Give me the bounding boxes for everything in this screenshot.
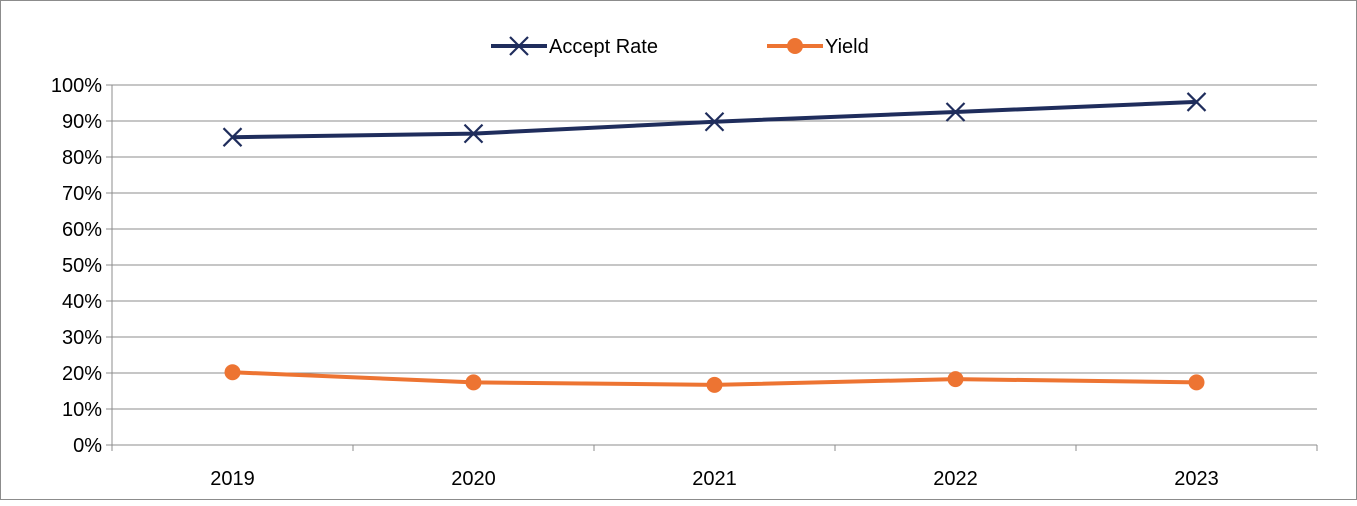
data-point — [222, 127, 243, 147]
legend-label: Accept Rate — [549, 36, 658, 58]
y-tick-label: 30% — [62, 327, 102, 349]
y-tick-label: 50% — [62, 255, 102, 277]
legend: Accept Rate Yield — [491, 36, 869, 58]
y-tick-label: 70% — [62, 183, 102, 205]
x-tick-label: 2020 — [451, 468, 496, 490]
y-axis-ticks: 0% 10% 20% 30% 40% 50% 60% 70% 80% 90% 100% — [51, 75, 112, 457]
gridlines — [112, 84, 1317, 410]
series-group — [222, 92, 1207, 393]
x-tick-label: 2021 — [692, 468, 737, 490]
data-point — [463, 123, 484, 144]
y-tick-label: 0% — [73, 435, 102, 457]
data-point — [947, 371, 964, 388]
legend-item: Accept Rate — [491, 36, 658, 58]
y-tick-label: 10% — [62, 399, 102, 421]
x-axis-ticks: 2019 2020 2021 2022 2023 — [111, 445, 1318, 490]
data-point — [945, 102, 966, 122]
y-tick-label: 100% — [51, 75, 102, 97]
data-point — [224, 364, 241, 381]
y-tick-label: 90% — [62, 111, 102, 133]
data-point — [1186, 92, 1207, 112]
legend-label: Yield — [825, 36, 869, 58]
legend-marker — [787, 38, 803, 54]
x-tick-label: 2023 — [1174, 468, 1219, 490]
legend-item: Yield — [767, 36, 869, 58]
series-line-accept-rate — [232, 99, 1197, 140]
x-tick-label: 2022 — [933, 468, 978, 490]
data-point — [704, 111, 725, 132]
data-point — [465, 374, 482, 391]
legend-marker — [509, 36, 529, 56]
data-point — [706, 376, 723, 393]
y-tick-label: 80% — [62, 147, 102, 169]
y-tick-label: 60% — [62, 219, 102, 241]
y-tick-label: 40% — [62, 291, 102, 313]
x-tick-label: 2019 — [210, 468, 255, 490]
data-point — [1188, 374, 1205, 391]
y-tick-label: 20% — [62, 363, 102, 385]
